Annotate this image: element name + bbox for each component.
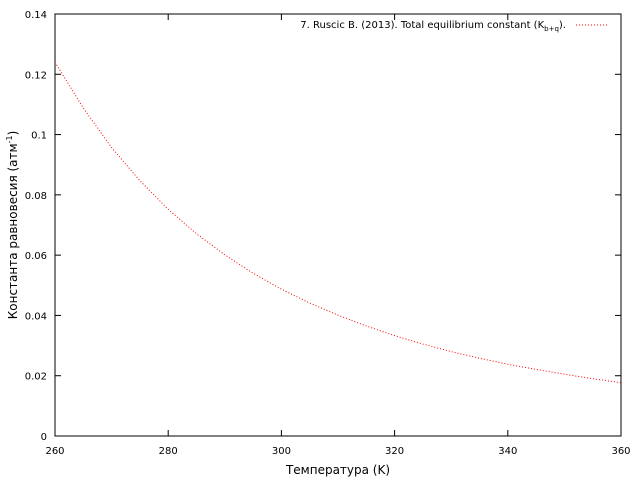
legend-end: ).: [559, 20, 566, 31]
y-tick-label: 0: [41, 432, 47, 443]
x-tick-label: 340: [498, 446, 517, 457]
legend-label: 7. Ruscic B. (2013). Total equilibrium c…: [300, 20, 566, 33]
x-tick-label: 260: [45, 446, 64, 457]
y-tick-label: 0.08: [25, 191, 47, 202]
y-tick-label: 0.1: [31, 131, 47, 142]
x-tick-label: 320: [385, 446, 404, 457]
y-axis-label-text: Константа равновесия (атм: [6, 143, 20, 319]
x-axis-label: Температура (K): [285, 463, 390, 477]
y-axis-label-end: ): [6, 131, 20, 136]
y-tick-label: 0.12: [25, 70, 47, 81]
y-tick-label: 0.14: [25, 10, 47, 21]
y-tick-label: 0.04: [25, 311, 47, 322]
data-line: [54, 61, 622, 384]
x-tick-label: 280: [159, 446, 178, 457]
legend-sub: b+q: [544, 25, 559, 33]
plot-frame: [54, 13, 622, 437]
y-axis-label-sup: -1: [5, 135, 14, 143]
x-tick-label: 360: [611, 446, 630, 457]
legend-text: 7. Ruscic B. (2013). Total equilibrium c…: [300, 20, 544, 31]
y-axis-label: Константа равновесия (атм-1): [5, 131, 20, 320]
y-tick-label: 0.06: [25, 251, 47, 262]
y-tick-label: 0.02: [25, 372, 47, 383]
x-tick-label: 300: [272, 446, 291, 457]
